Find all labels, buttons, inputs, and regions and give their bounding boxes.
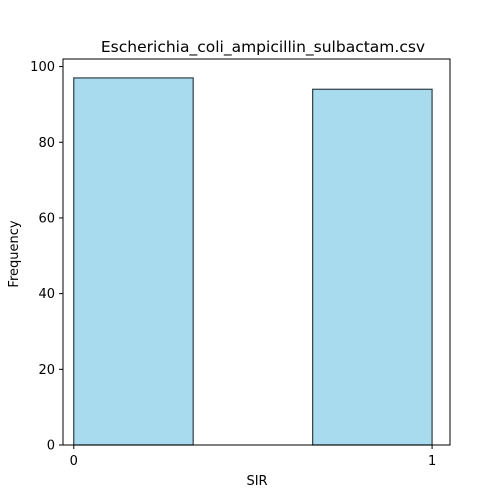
chart-title: Escherichia_coli_ampicillin_sulbactam.cs… — [101, 38, 425, 57]
histogram-bar-0 — [73, 77, 194, 446]
y-axis-label: Frequency — [7, 220, 22, 287]
y-tick-label: 40 — [38, 287, 55, 302]
y-tick-label: 60 — [38, 211, 55, 226]
y-tick-label: 80 — [38, 136, 55, 151]
plot-frame — [62, 58, 451, 446]
x-axis-label: SIR — [246, 474, 267, 489]
plot-area: 0 20 40 60 80 100 0 1 — [30, 58, 451, 469]
x-tick-label: 0 — [70, 454, 78, 469]
y-tick-label: 0 — [47, 439, 55, 454]
histogram-bar-1 — [312, 88, 433, 446]
y-tick-label: 100 — [30, 60, 55, 75]
y-tick-label: 20 — [38, 363, 55, 378]
x-tick-label: 1 — [428, 454, 436, 469]
